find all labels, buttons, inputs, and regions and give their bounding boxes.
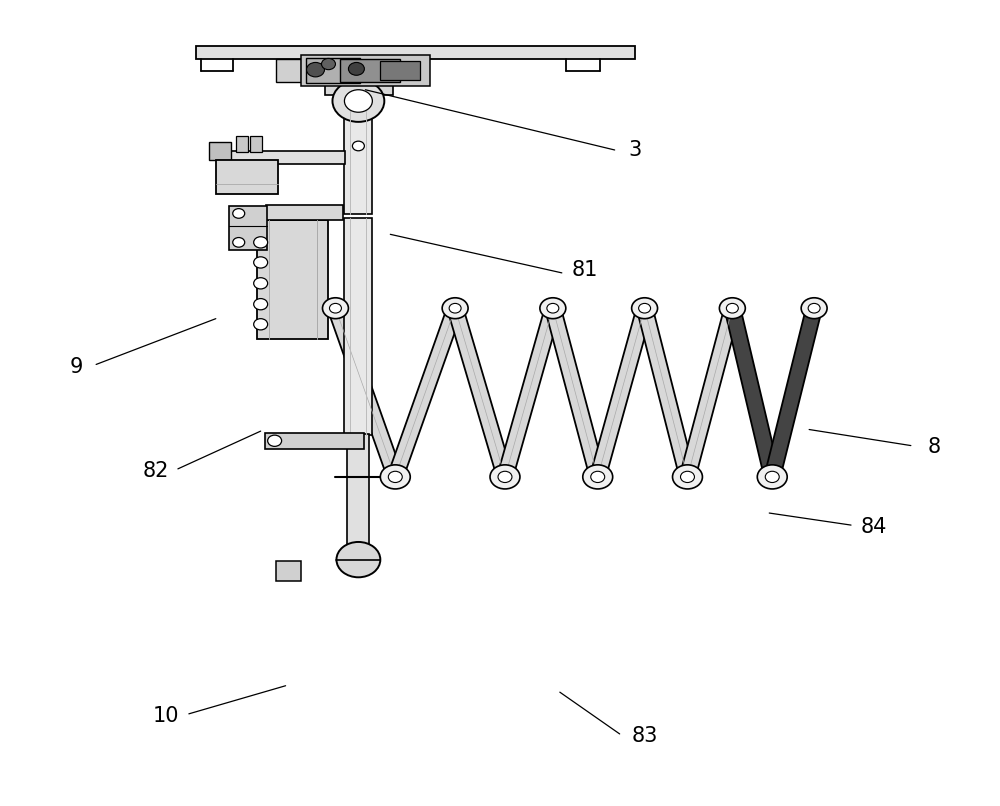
Bar [340, 59, 400, 81]
Circle shape [336, 542, 380, 577]
Circle shape [757, 465, 787, 489]
Polygon shape [545, 307, 606, 478]
Circle shape [547, 303, 559, 313]
Text: 82: 82 [143, 461, 169, 481]
Circle shape [808, 303, 820, 313]
Circle shape [254, 318, 268, 330]
Text: 10: 10 [153, 706, 179, 726]
Bar [344, 218, 372, 435]
Circle shape [498, 472, 512, 483]
Circle shape [254, 257, 268, 268]
Circle shape [332, 80, 384, 122]
Bar [301, 55, 430, 85]
Bar [257, 220, 328, 339]
Circle shape [322, 297, 348, 318]
Circle shape [321, 58, 335, 69]
Circle shape [583, 465, 613, 489]
Polygon shape [497, 307, 561, 478]
Polygon shape [590, 307, 652, 478]
Circle shape [307, 62, 324, 77]
Circle shape [268, 435, 282, 447]
Text: 83: 83 [631, 726, 658, 746]
Text: 9: 9 [69, 357, 83, 377]
Polygon shape [680, 307, 740, 478]
Bar [266, 206, 343, 220]
Circle shape [449, 303, 461, 313]
Bar [236, 136, 248, 152]
Bar [229, 206, 267, 251]
Circle shape [352, 141, 364, 151]
Text: 3: 3 [628, 140, 641, 160]
Circle shape [719, 297, 745, 318]
Bar [325, 84, 393, 95]
Bar [306, 57, 360, 83]
Bar [196, 47, 635, 59]
Circle shape [388, 472, 402, 483]
Text: 84: 84 [861, 517, 887, 538]
Circle shape [348, 62, 364, 75]
Circle shape [329, 303, 341, 313]
Polygon shape [447, 307, 513, 479]
Circle shape [540, 297, 566, 318]
Polygon shape [388, 306, 463, 479]
Bar [216, 160, 278, 194]
Circle shape [254, 237, 268, 248]
Circle shape [233, 238, 245, 247]
Circle shape [673, 465, 702, 489]
Bar [265, 433, 364, 449]
Text: 81: 81 [572, 260, 598, 280]
Bar [276, 59, 301, 81]
Bar [344, 100, 372, 214]
Circle shape [632, 297, 658, 318]
Circle shape [765, 472, 779, 483]
Bar [231, 151, 345, 164]
Bar [250, 136, 262, 152]
Polygon shape [328, 306, 403, 479]
Polygon shape [764, 307, 822, 478]
Bar [380, 60, 420, 80]
Polygon shape [637, 307, 695, 478]
Text: 8: 8 [927, 437, 940, 457]
Circle shape [442, 297, 468, 318]
Bar [209, 142, 231, 160]
Circle shape [490, 465, 520, 489]
Polygon shape [725, 307, 780, 478]
Circle shape [380, 465, 410, 489]
Circle shape [591, 472, 605, 483]
Circle shape [801, 297, 827, 318]
Bar [347, 434, 369, 555]
Circle shape [680, 472, 694, 483]
Circle shape [344, 89, 372, 112]
Circle shape [639, 303, 651, 313]
Circle shape [254, 278, 268, 289]
Circle shape [254, 298, 268, 310]
Bar [276, 561, 301, 581]
Circle shape [233, 209, 245, 218]
Circle shape [726, 303, 738, 313]
